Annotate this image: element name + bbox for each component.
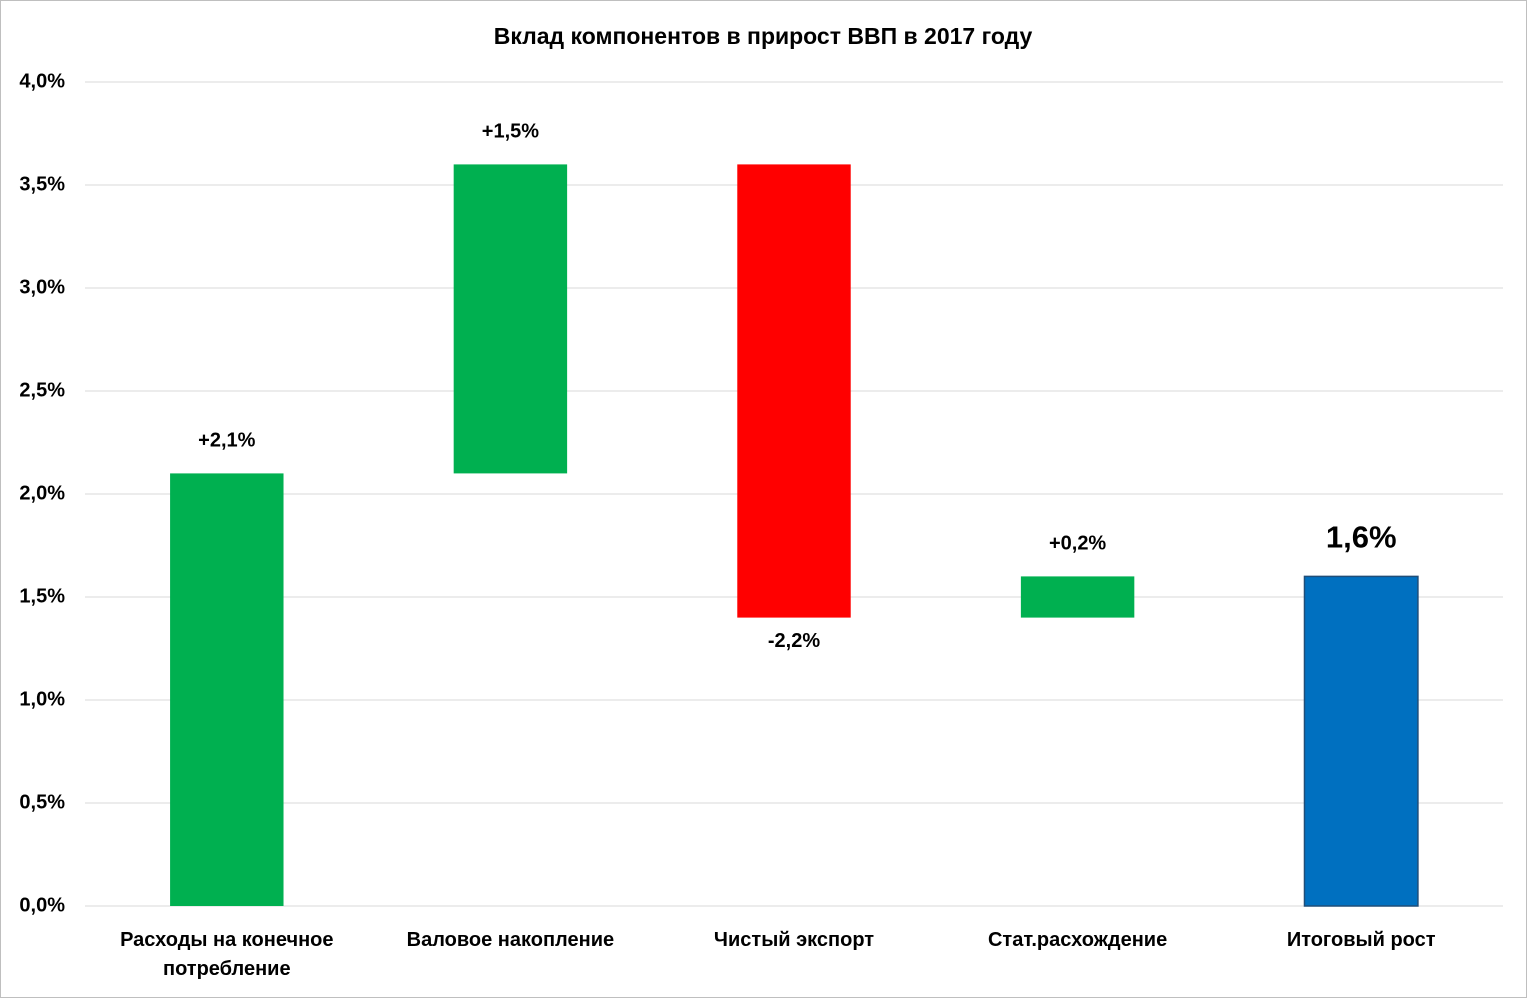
y-tick-label: 2,0%: [19, 482, 65, 504]
x-tick-label: Чистый экспорт: [713, 929, 875, 951]
bar: [1020, 576, 1135, 618]
y-tick-label: 4,0%: [19, 70, 65, 92]
y-tick-label: 3,5%: [19, 173, 65, 195]
y-tick-label: 0,0%: [19, 894, 65, 916]
chart-title: Вклад компонентов в прирост ВВП в 2017 г…: [494, 23, 1033, 49]
y-tick-label: 3,0%: [19, 276, 65, 298]
data-label: +1,5%: [482, 121, 539, 143]
x-tick-label: Итоговый рост: [1286, 929, 1436, 951]
bar: [1303, 575, 1419, 907]
data-label: +2,1%: [198, 430, 255, 452]
data-label: -2,2%: [768, 630, 820, 652]
y-tick-label: 2,5%: [19, 379, 65, 401]
y-tick-label: 1,5%: [19, 585, 65, 607]
x-tick-label: Расходы на конечное потребление: [120, 929, 334, 980]
bar: [737, 164, 851, 618]
y-tick-label: 1,0%: [19, 688, 65, 710]
bar: [170, 473, 284, 906]
data-label: +0,2%: [1049, 533, 1106, 555]
x-tick-label: Стат.расхождение: [987, 929, 1168, 951]
data-label: 1,6%: [1326, 520, 1397, 555]
bar: [453, 164, 568, 474]
x-tick-label: Валовое накопление: [406, 929, 615, 951]
y-tick-label: 0,5%: [19, 791, 65, 813]
